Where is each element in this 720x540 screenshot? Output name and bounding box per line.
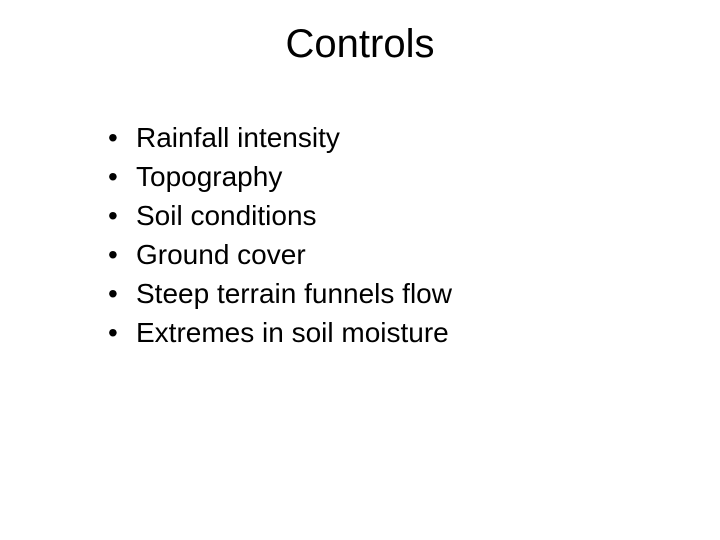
bullet-icon: • (108, 120, 136, 155)
bullet-text: Rainfall intensity (136, 120, 628, 155)
bullet-text: Soil conditions (136, 198, 628, 233)
list-item: • Extremes in soil moisture (108, 315, 628, 350)
slide: Controls • Rainfall intensity • Topograp… (0, 0, 720, 540)
bullet-icon: • (108, 198, 136, 233)
list-item: • Rainfall intensity (108, 120, 628, 155)
bullet-text: Topography (136, 159, 628, 194)
slide-title: Controls (0, 22, 720, 67)
slide-body: • Rainfall intensity • Topography • Soil… (108, 120, 628, 354)
bullet-text: Ground cover (136, 237, 628, 272)
bullet-icon: • (108, 237, 136, 272)
list-item: • Soil conditions (108, 198, 628, 233)
bullet-icon: • (108, 315, 136, 350)
bullet-icon: • (108, 159, 136, 194)
list-item: • Ground cover (108, 237, 628, 272)
list-item: • Topography (108, 159, 628, 194)
bullet-text: Steep terrain funnels flow (136, 276, 628, 311)
bullet-icon: • (108, 276, 136, 311)
list-item: • Steep terrain funnels flow (108, 276, 628, 311)
bullet-text: Extremes in soil moisture (136, 315, 628, 350)
